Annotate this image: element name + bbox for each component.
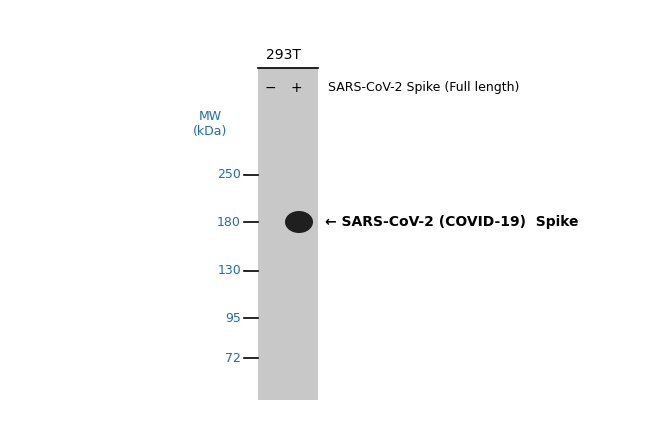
Text: MW
(kDa): MW (kDa) <box>193 110 227 138</box>
Text: 180: 180 <box>217 216 241 228</box>
Text: −: − <box>264 81 276 95</box>
Text: 130: 130 <box>217 265 241 278</box>
Text: 72: 72 <box>225 352 241 365</box>
Ellipse shape <box>285 211 313 233</box>
Text: 95: 95 <box>225 311 241 325</box>
Text: ← SARS-CoV-2 (COVID-19)  Spike: ← SARS-CoV-2 (COVID-19) Spike <box>325 215 578 229</box>
Text: SARS-CoV-2 Spike (Full length): SARS-CoV-2 Spike (Full length) <box>328 81 519 95</box>
Text: 250: 250 <box>217 168 241 181</box>
Text: 293T: 293T <box>266 48 300 62</box>
Bar <box>258 68 318 400</box>
Text: +: + <box>290 81 302 95</box>
